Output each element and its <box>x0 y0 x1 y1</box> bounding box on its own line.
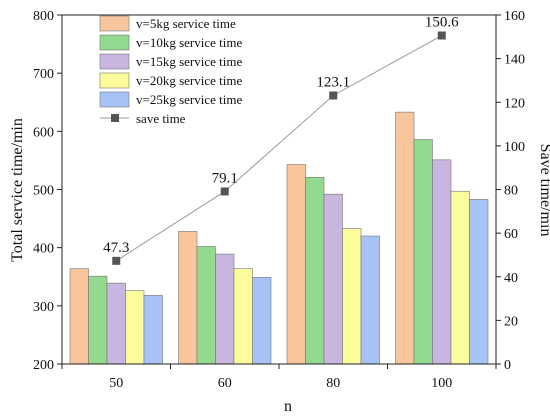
legend-label: v=15kg service time <box>136 54 242 69</box>
legend-swatch <box>99 34 130 51</box>
legend-swatch <box>99 72 130 89</box>
bar-v-5kg-100 <box>395 111 415 365</box>
y2-tick-label: 140 <box>504 53 525 68</box>
y-tick-label: 300 <box>33 300 54 315</box>
bar-v-15kg-80 <box>323 193 343 365</box>
y2-tick-label: 80 <box>504 184 518 199</box>
y2-tick-label: 0 <box>504 358 511 373</box>
bar-v-15kg-60 <box>215 253 235 365</box>
x-axis-title: n <box>284 398 292 415</box>
bar-v-25kg-50 <box>143 295 163 365</box>
bar-v-25kg-60 <box>252 277 272 365</box>
legend-swatch <box>99 91 130 108</box>
legend-label: v=5kg service time <box>136 16 236 31</box>
bar-v-10kg-100 <box>413 139 433 365</box>
legend: v=5kg service time v=10kg service time v=1… <box>99 15 242 126</box>
y-tick-label: 400 <box>33 242 54 257</box>
y2-tick-label: 40 <box>504 271 518 286</box>
bars-layer <box>69 111 489 365</box>
bar-v-15kg-100 <box>432 159 452 365</box>
x-tick-label: 50 <box>109 376 123 391</box>
save-time-label-80: 123.1 <box>316 74 350 90</box>
bar-v-5kg-80 <box>286 164 306 365</box>
y-axis-title: Total service time/min <box>9 118 26 262</box>
axes-layer: 200 300 400 500 600 700 800 0 20 40 60 80 100 120 140 1… <box>33 9 525 391</box>
save-time-label-50: 47.3 <box>103 240 129 256</box>
y2-tick-label: 20 <box>504 314 518 329</box>
y2-axis-title: Save time/min <box>537 144 550 237</box>
y-tick-label: 600 <box>33 125 54 140</box>
save-time-line <box>115 35 442 262</box>
bar-v-20kg-60 <box>233 268 253 365</box>
y-tick-label: 800 <box>33 9 54 24</box>
save-time-label-60: 79.1 <box>212 170 238 186</box>
bar-v-25kg-80 <box>360 235 380 365</box>
y2-tick-label: 100 <box>504 140 525 155</box>
save-time-marker-80 <box>329 91 338 100</box>
y-tick-label: 700 <box>33 67 54 82</box>
save-time-marker-50 <box>112 256 121 265</box>
legend-label: v=20kg service time <box>136 73 242 88</box>
bar-v-25kg-100 <box>469 199 489 365</box>
bar-v-10kg-80 <box>305 176 325 365</box>
legend-label: save time <box>136 111 186 126</box>
bar-v-15kg-50 <box>106 282 126 365</box>
bar-v-5kg-50 <box>69 268 89 365</box>
legend-swatch <box>99 53 130 70</box>
y2-tick-label: 160 <box>504 9 525 24</box>
save-time-marker-100 <box>437 31 446 40</box>
y2-tick-label: 60 <box>504 227 518 242</box>
bar-v-20kg-50 <box>125 290 145 365</box>
bar-v-20kg-100 <box>450 190 470 365</box>
bar-v-20kg-80 <box>342 228 362 365</box>
save-time-label-100: 150.6 <box>425 15 459 31</box>
legend-label: v=25kg service time <box>136 92 242 107</box>
save-time-marker-60 <box>220 187 229 196</box>
x-tick-label: 60 <box>218 376 232 391</box>
legend-label: v=10kg service time <box>136 35 242 50</box>
legend-marker <box>111 114 119 122</box>
y2-tick-label: 120 <box>504 96 525 111</box>
save-time-line-layer: 47.3 79.1 123.1 150.6 <box>103 15 459 265</box>
bar-v-10kg-50 <box>88 275 108 365</box>
bar-v-5kg-60 <box>178 231 198 365</box>
x-tick-label: 100 <box>431 376 452 391</box>
legend-swatch <box>99 15 130 32</box>
x-tick-label: 80 <box>326 376 340 391</box>
y-tick-label: 200 <box>33 358 54 373</box>
y-tick-label: 500 <box>33 184 54 199</box>
bar-v-10kg-60 <box>196 246 216 365</box>
